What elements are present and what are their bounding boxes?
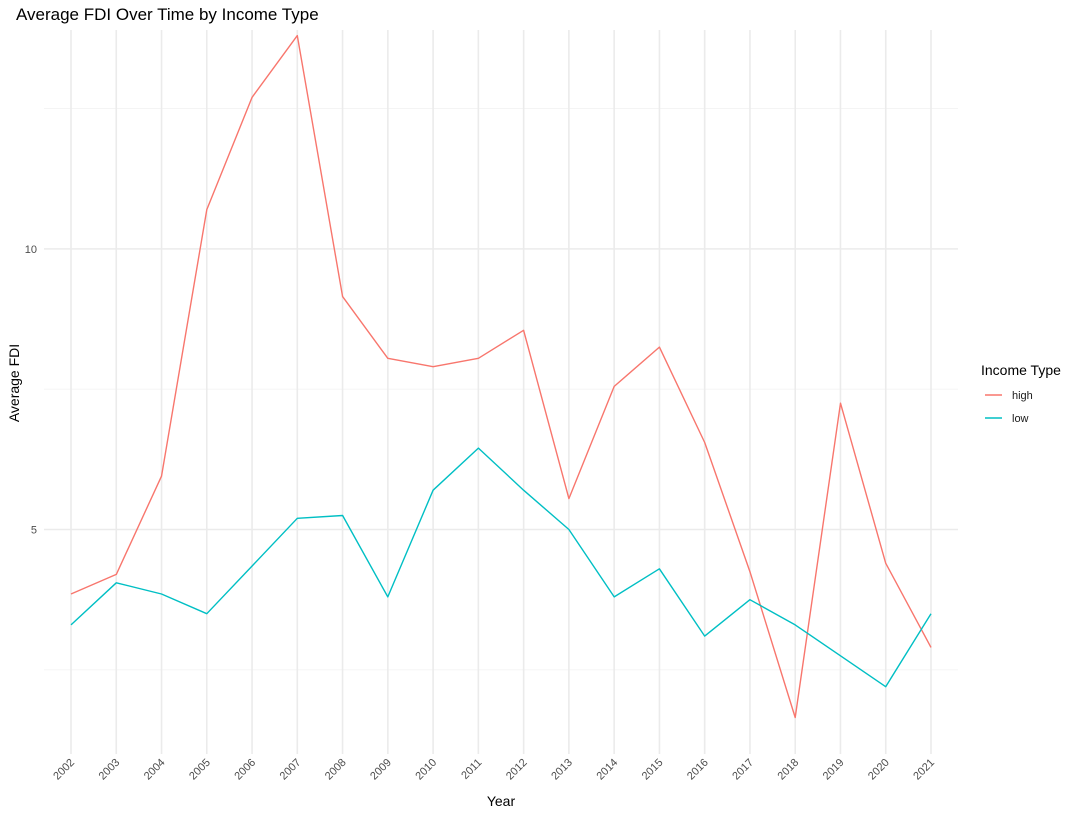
- x-tick-label: 2008: [323, 757, 349, 783]
- x-tick-label: 2005: [187, 757, 213, 783]
- chart-title: Average FDI Over Time by Income Type: [16, 5, 319, 24]
- legend-label-high: high: [1012, 390, 1033, 402]
- x-tick-label: 2017: [730, 757, 756, 783]
- x-tick-label: 2006: [232, 757, 258, 783]
- grid-lines: [44, 30, 958, 754]
- legend: Income Type high low: [981, 362, 1061, 425]
- x-tick-label: 2021: [911, 757, 937, 783]
- series-line-low: [70, 447, 932, 688]
- legend-title: Income Type: [981, 362, 1061, 378]
- x-tick-label: 2018: [776, 757, 802, 783]
- x-axis-title: Year: [487, 793, 516, 809]
- y-tick-label: 10: [25, 244, 37, 256]
- x-tick-label: 2009: [368, 757, 394, 783]
- legend-label-low: low: [1012, 413, 1029, 425]
- x-tick-label: 2002: [51, 757, 77, 783]
- x-tick-label: 2015: [640, 757, 666, 783]
- x-tick-label: 2007: [278, 757, 304, 783]
- y-axis-title: Average FDI: [6, 344, 22, 422]
- series-lines: [70, 34, 932, 719]
- x-tick-label: 2012: [504, 757, 530, 783]
- x-tick-label: 2013: [549, 757, 575, 783]
- y-axis-ticks: 5 10: [25, 244, 37, 537]
- x-tick-label: 2011: [459, 757, 484, 782]
- x-tick-label: 2010: [413, 757, 439, 783]
- x-tick-label: 2014: [594, 757, 620, 783]
- x-tick-label: 2016: [685, 757, 711, 783]
- y-tick-label: 5: [31, 525, 37, 537]
- x-axis-ticks: 2002 2003 2004 2005 2006 2007 2008 2009 2010 2011…: [51, 757, 937, 783]
- series-line-high: [70, 34, 932, 719]
- x-tick-label: 2003: [97, 757, 123, 783]
- x-tick-label: 2004: [142, 757, 168, 783]
- x-tick-label: 2019: [821, 757, 847, 783]
- x-tick-label: 2020: [866, 757, 892, 783]
